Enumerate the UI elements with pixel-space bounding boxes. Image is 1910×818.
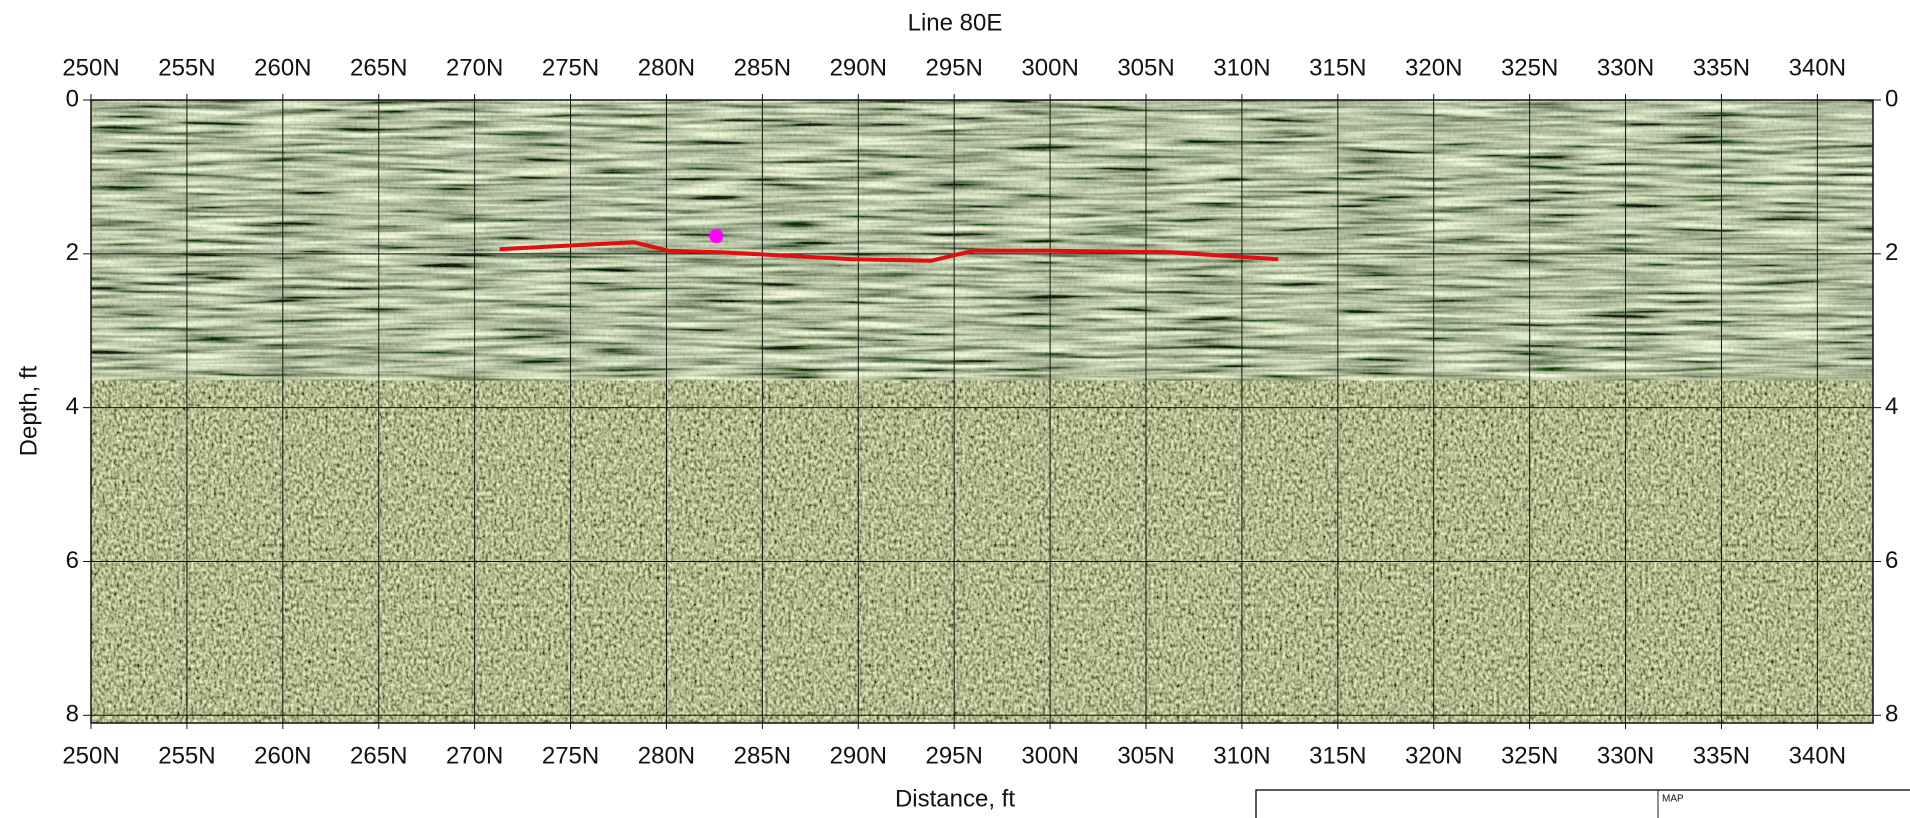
y-tick-label: 4 (1885, 393, 1898, 420)
x-tick-label: 255N (158, 742, 215, 769)
x-tick-label: 315N (1309, 54, 1366, 81)
y-tick-label: 6 (1885, 547, 1898, 574)
x-tick-label: 255N (158, 54, 215, 81)
map-box (1255, 789, 1910, 818)
map-label: MAP (1662, 794, 1684, 805)
x-tick-label: 290N (830, 54, 887, 81)
x-tick-label: 260N (254, 742, 311, 769)
y-tick-label: 2 (66, 239, 79, 266)
x-tick-label: 295N (925, 54, 982, 81)
x-tick-label: 280N (638, 742, 695, 769)
x-tick-label: 330N (1597, 54, 1654, 81)
x-axis-label: Distance, ft (895, 785, 1015, 812)
radargram-image (91, 100, 1873, 723)
x-tick-label: 320N (1405, 54, 1462, 81)
x-tick-label: 335N (1693, 742, 1750, 769)
x-tick-label: 325N (1501, 54, 1558, 81)
x-tick-label: 305N (1117, 54, 1174, 81)
y-tick-label: 8 (1885, 701, 1898, 728)
x-tick-label: 300N (1021, 742, 1078, 769)
x-tick-label: 285N (734, 54, 791, 81)
x-tick-label: 340N (1789, 742, 1846, 769)
y-tick-label: 0 (66, 85, 79, 112)
x-tick-label: 340N (1789, 54, 1846, 81)
chart-title: Line 80E (908, 9, 1003, 36)
x-tick-label: 295N (925, 742, 982, 769)
x-tick-label: 320N (1405, 742, 1462, 769)
y-tick-label: 8 (66, 701, 79, 728)
x-tick-label: 305N (1117, 742, 1174, 769)
x-tick-label: 265N (350, 54, 407, 81)
x-tick-label: 290N (830, 742, 887, 769)
x-tick-label: 300N (1021, 54, 1078, 81)
y-tick-label: 6 (66, 547, 79, 574)
x-tick-label: 310N (1213, 54, 1270, 81)
point-marker (709, 229, 724, 244)
x-tick-label: 250N (62, 742, 119, 769)
y-tick-label: 0 (1885, 85, 1898, 112)
x-tick-label: 330N (1597, 742, 1654, 769)
y-axis-label: Depth, ft (15, 365, 42, 456)
x-tick-label: 280N (638, 54, 695, 81)
x-tick-label: 310N (1213, 742, 1270, 769)
y-tick-label: 4 (66, 393, 79, 420)
x-tick-label: 275N (542, 742, 599, 769)
horizon-line (499, 240, 1279, 263)
x-tick-label: 285N (734, 742, 791, 769)
x-tick-label: 250N (62, 54, 119, 81)
x-tick-label: 325N (1501, 742, 1558, 769)
x-tick-label: 270N (446, 54, 503, 81)
y-tick-label: 2 (1885, 239, 1898, 266)
x-tick-label: 265N (350, 742, 407, 769)
x-tick-label: 270N (446, 742, 503, 769)
plot-frame (90, 99, 1874, 724)
x-tick-label: 315N (1309, 742, 1366, 769)
x-tick-label: 275N (542, 54, 599, 81)
x-tick-label: 335N (1693, 54, 1750, 81)
x-tick-label: 260N (254, 54, 311, 81)
